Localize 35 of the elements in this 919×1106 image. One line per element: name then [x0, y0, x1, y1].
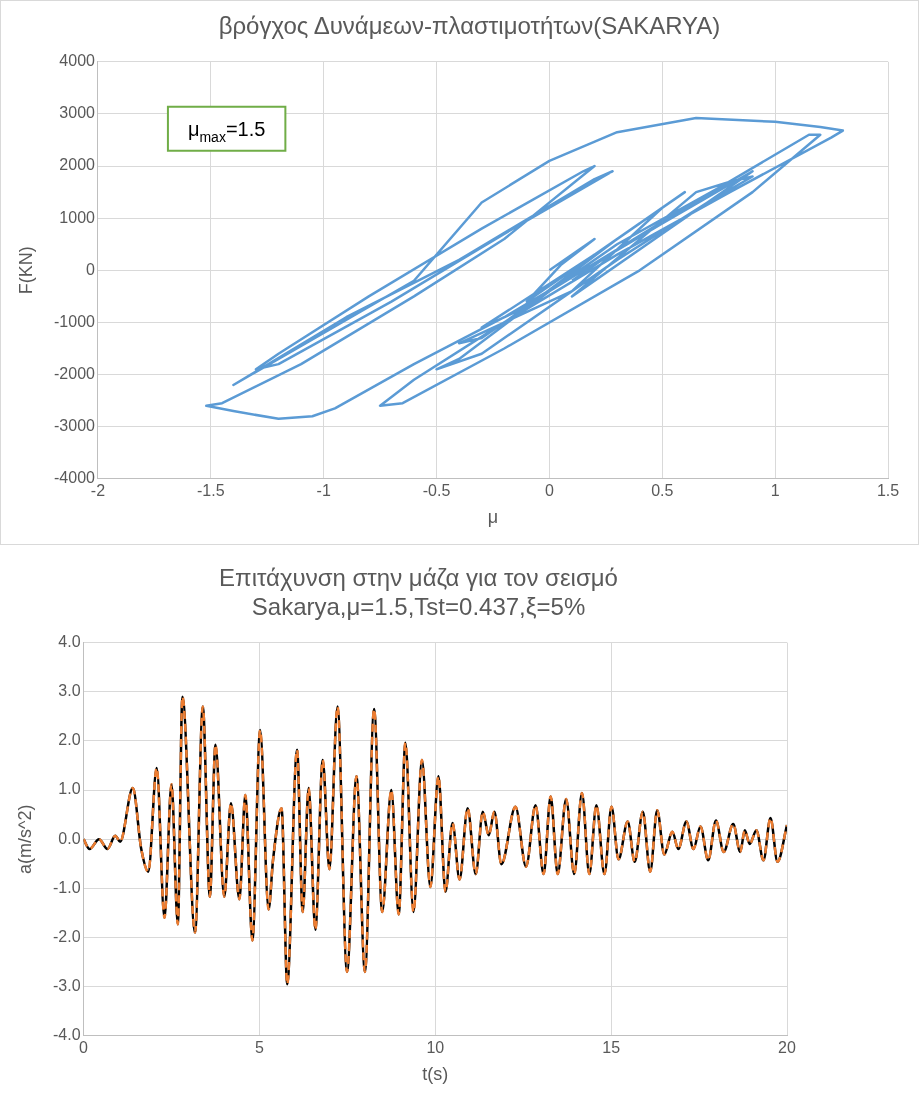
y-tick-label: -4.0 — [52, 1026, 81, 1044]
y-tick-label: -4000 — [54, 469, 96, 487]
y-tick-label: -1.0 — [52, 878, 81, 896]
x-tick-label: -1.5 — [197, 481, 225, 499]
y-axis-title: F(KN) — [15, 246, 36, 295]
x-tick-label: 20 — [778, 1038, 796, 1056]
x-tick-label: 5 — [254, 1038, 264, 1056]
x-tick-label: 10 — [426, 1038, 445, 1056]
x-tick-label: 0 — [544, 481, 554, 499]
chart-title: βρόγχος Δυνάμεων-πλαστιμοτήτων(SAKARYA) — [218, 12, 721, 40]
y-tick-label: -3.0 — [52, 977, 81, 995]
y-tick-label: 2000 — [59, 156, 96, 174]
y-tick-label: -2.0 — [52, 927, 81, 945]
y-tick-label: 3.0 — [58, 682, 81, 700]
x-tick-label: 1.5 — [876, 481, 900, 499]
x-tick-label: -1 — [316, 481, 331, 499]
x-axis-title: t(s) — [422, 1063, 449, 1084]
x-axis-title: μ — [487, 506, 499, 527]
y-tick-label: 3000 — [59, 104, 96, 122]
chart-title: Επιτάχυνση στην μάζα για τον σεισμό Sakarya,μ=1.5,Tst=0.437,ξ=5% — [219, 564, 618, 620]
y-tick-label: -1000 — [54, 312, 96, 330]
y-tick-label: 4.0 — [58, 633, 81, 651]
y-tick-label: 2.0 — [58, 731, 81, 749]
y-tick-label: -3000 — [54, 417, 96, 435]
y-axis-title: a(m/s^2) — [14, 804, 35, 874]
x-tick-label: 0.5 — [651, 481, 674, 499]
y-tick-label: 4000 — [59, 52, 96, 70]
y-tick-label: 0.0 — [58, 829, 81, 847]
y-tick-label: 0 — [86, 260, 96, 278]
x-tick-label: 1 — [770, 481, 780, 499]
y-tick-label: -2000 — [54, 364, 96, 382]
y-tick-label: 1000 — [59, 208, 96, 226]
x-tick-label: -0.5 — [422, 481, 451, 499]
x-tick-label: 15 — [602, 1038, 621, 1056]
y-tick-label: 1.0 — [58, 780, 81, 798]
